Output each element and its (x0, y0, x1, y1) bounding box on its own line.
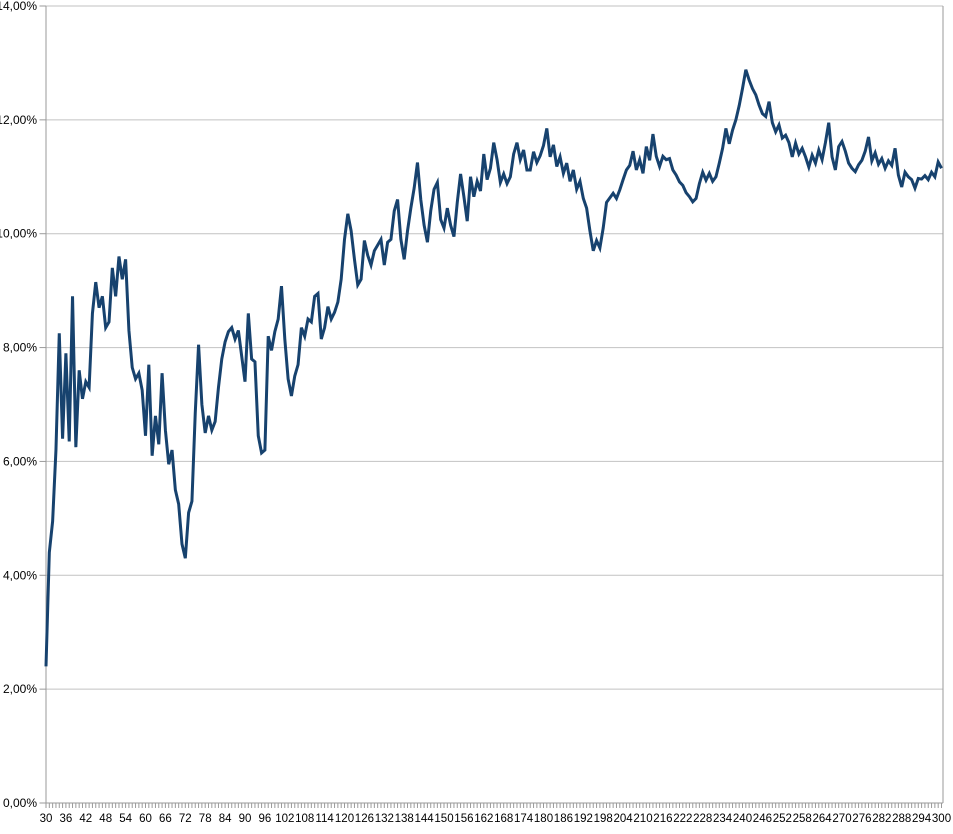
x-tick-label: 174 (514, 813, 534, 825)
y-tick-label: 12,00% (0, 113, 37, 127)
y-tick-label: 10,00% (0, 227, 37, 241)
x-tick-label: 282 (872, 813, 891, 825)
x-tick-label: 162 (474, 813, 493, 825)
x-tick-label: 78 (199, 813, 212, 825)
x-tick-label: 186 (554, 813, 573, 825)
x-tick-label: 228 (693, 813, 712, 825)
x-tick-label: 114 (315, 813, 334, 825)
x-tick-label: 36 (60, 813, 73, 825)
x-tick-label: 126 (355, 813, 374, 825)
x-tick-label: 258 (793, 813, 812, 825)
x-tick-label: 54 (119, 813, 132, 825)
x-tick-label: 192 (574, 813, 593, 825)
x-tick-label: 210 (633, 813, 652, 825)
y-tick-label: 0,00% (3, 796, 37, 810)
x-tick-label: 60 (139, 813, 152, 825)
x-tick-label: 42 (79, 813, 92, 825)
x-tick-label: 222 (673, 813, 692, 825)
x-tick-label: 294 (912, 813, 932, 825)
y-tick-label: 14,00% (0, 0, 37, 13)
x-tick-label: 240 (733, 813, 752, 825)
x-tick-label: 132 (375, 813, 394, 825)
x-tick-label: 300 (932, 813, 951, 825)
x-tick-label: 144 (415, 813, 435, 825)
x-tick-label: 264 (813, 813, 833, 825)
x-tick-label: 276 (852, 813, 871, 825)
y-tick-label: 8,00% (3, 341, 37, 355)
x-tick-label: 66 (159, 813, 172, 825)
x-tick-label: 150 (434, 813, 453, 825)
x-tick-label: 30 (40, 813, 53, 825)
x-tick-label: 72 (179, 813, 192, 825)
y-tick-label: 2,00% (3, 682, 37, 696)
x-tick-label: 120 (335, 813, 354, 825)
x-tick-label: 198 (594, 813, 613, 825)
x-tick-label: 96 (259, 813, 272, 825)
x-tick-label: 138 (395, 813, 414, 825)
y-tick-label: 6,00% (3, 454, 37, 468)
x-tick-label: 48 (99, 813, 112, 825)
x-tick-label: 252 (773, 813, 792, 825)
x-tick-label: 216 (653, 813, 672, 825)
x-tick-label: 90 (239, 813, 252, 825)
data-series-line (44, 69, 943, 667)
x-tick-label: 156 (454, 813, 473, 825)
x-tick-label: 108 (295, 813, 314, 825)
x-tick-label: 180 (534, 813, 553, 825)
x-tick-label: 84 (219, 813, 232, 825)
x-tick-label: 246 (753, 813, 772, 825)
x-tick-label: 168 (494, 813, 513, 825)
x-tick-label: 288 (892, 813, 911, 825)
x-tick-label: 204 (614, 813, 634, 825)
y-tick-label: 4,00% (3, 568, 37, 582)
x-tick-label: 270 (832, 813, 851, 825)
x-tick-label: 102 (275, 813, 294, 825)
x-tick-label: 234 (713, 813, 733, 825)
